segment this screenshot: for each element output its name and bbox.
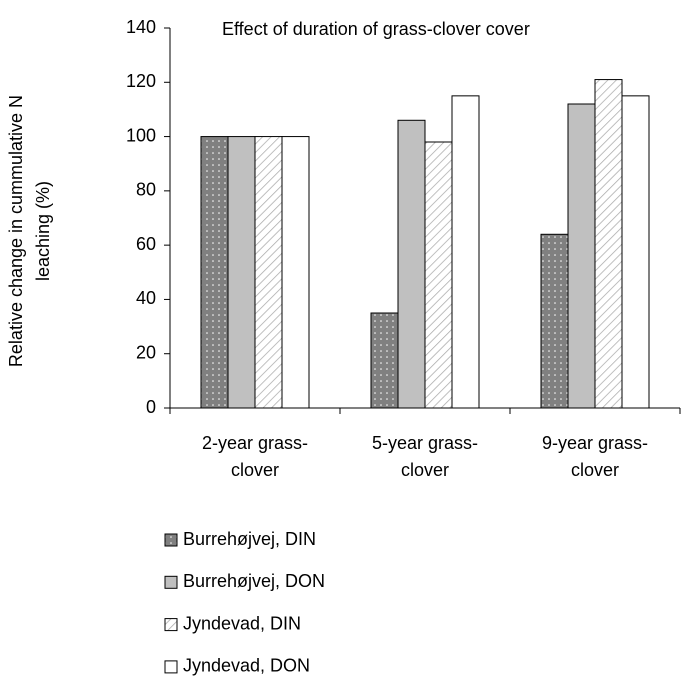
y-tick-label: 20 bbox=[136, 342, 156, 362]
y-tick-label: 120 bbox=[126, 71, 156, 91]
legend-swatch bbox=[164, 618, 178, 632]
bar bbox=[370, 312, 399, 409]
y-tick-label: 100 bbox=[126, 125, 156, 145]
bar bbox=[621, 95, 650, 409]
x-tick-label: 5-year grass-clover bbox=[371, 433, 479, 480]
bar bbox=[200, 136, 229, 409]
bar bbox=[397, 119, 426, 409]
x-tick-label: 2-year grass-clover bbox=[201, 433, 309, 480]
bar bbox=[254, 136, 283, 409]
y-tick-label: 140 bbox=[126, 17, 156, 37]
bar bbox=[281, 136, 310, 409]
y-tick-label: 80 bbox=[136, 180, 156, 200]
legend-label: Jyndevad, DIN bbox=[183, 613, 301, 633]
bar bbox=[451, 95, 480, 409]
legend-swatch bbox=[164, 575, 178, 589]
bar bbox=[567, 103, 596, 409]
legend-label: Jyndevad, DON bbox=[183, 656, 310, 676]
bar bbox=[424, 141, 453, 409]
legend-label: Burrehøjvej, DON bbox=[183, 571, 325, 591]
y-axis-label: Relative change in cummulative N leachin… bbox=[6, 94, 53, 368]
y-tick-label: 0 bbox=[146, 397, 156, 417]
bar bbox=[540, 233, 569, 409]
chart-title: Effect of duration of grass-clover cover bbox=[222, 19, 530, 39]
bar bbox=[227, 136, 256, 409]
legend-swatch bbox=[164, 533, 178, 547]
bar bbox=[594, 79, 623, 409]
x-tick-label: 9-year grass-clover bbox=[541, 433, 649, 480]
legend-swatch bbox=[164, 660, 178, 674]
y-tick-label: 40 bbox=[136, 288, 156, 308]
y-tick-label: 60 bbox=[136, 234, 156, 254]
legend-label: Burrehøjvej, DIN bbox=[183, 529, 316, 549]
